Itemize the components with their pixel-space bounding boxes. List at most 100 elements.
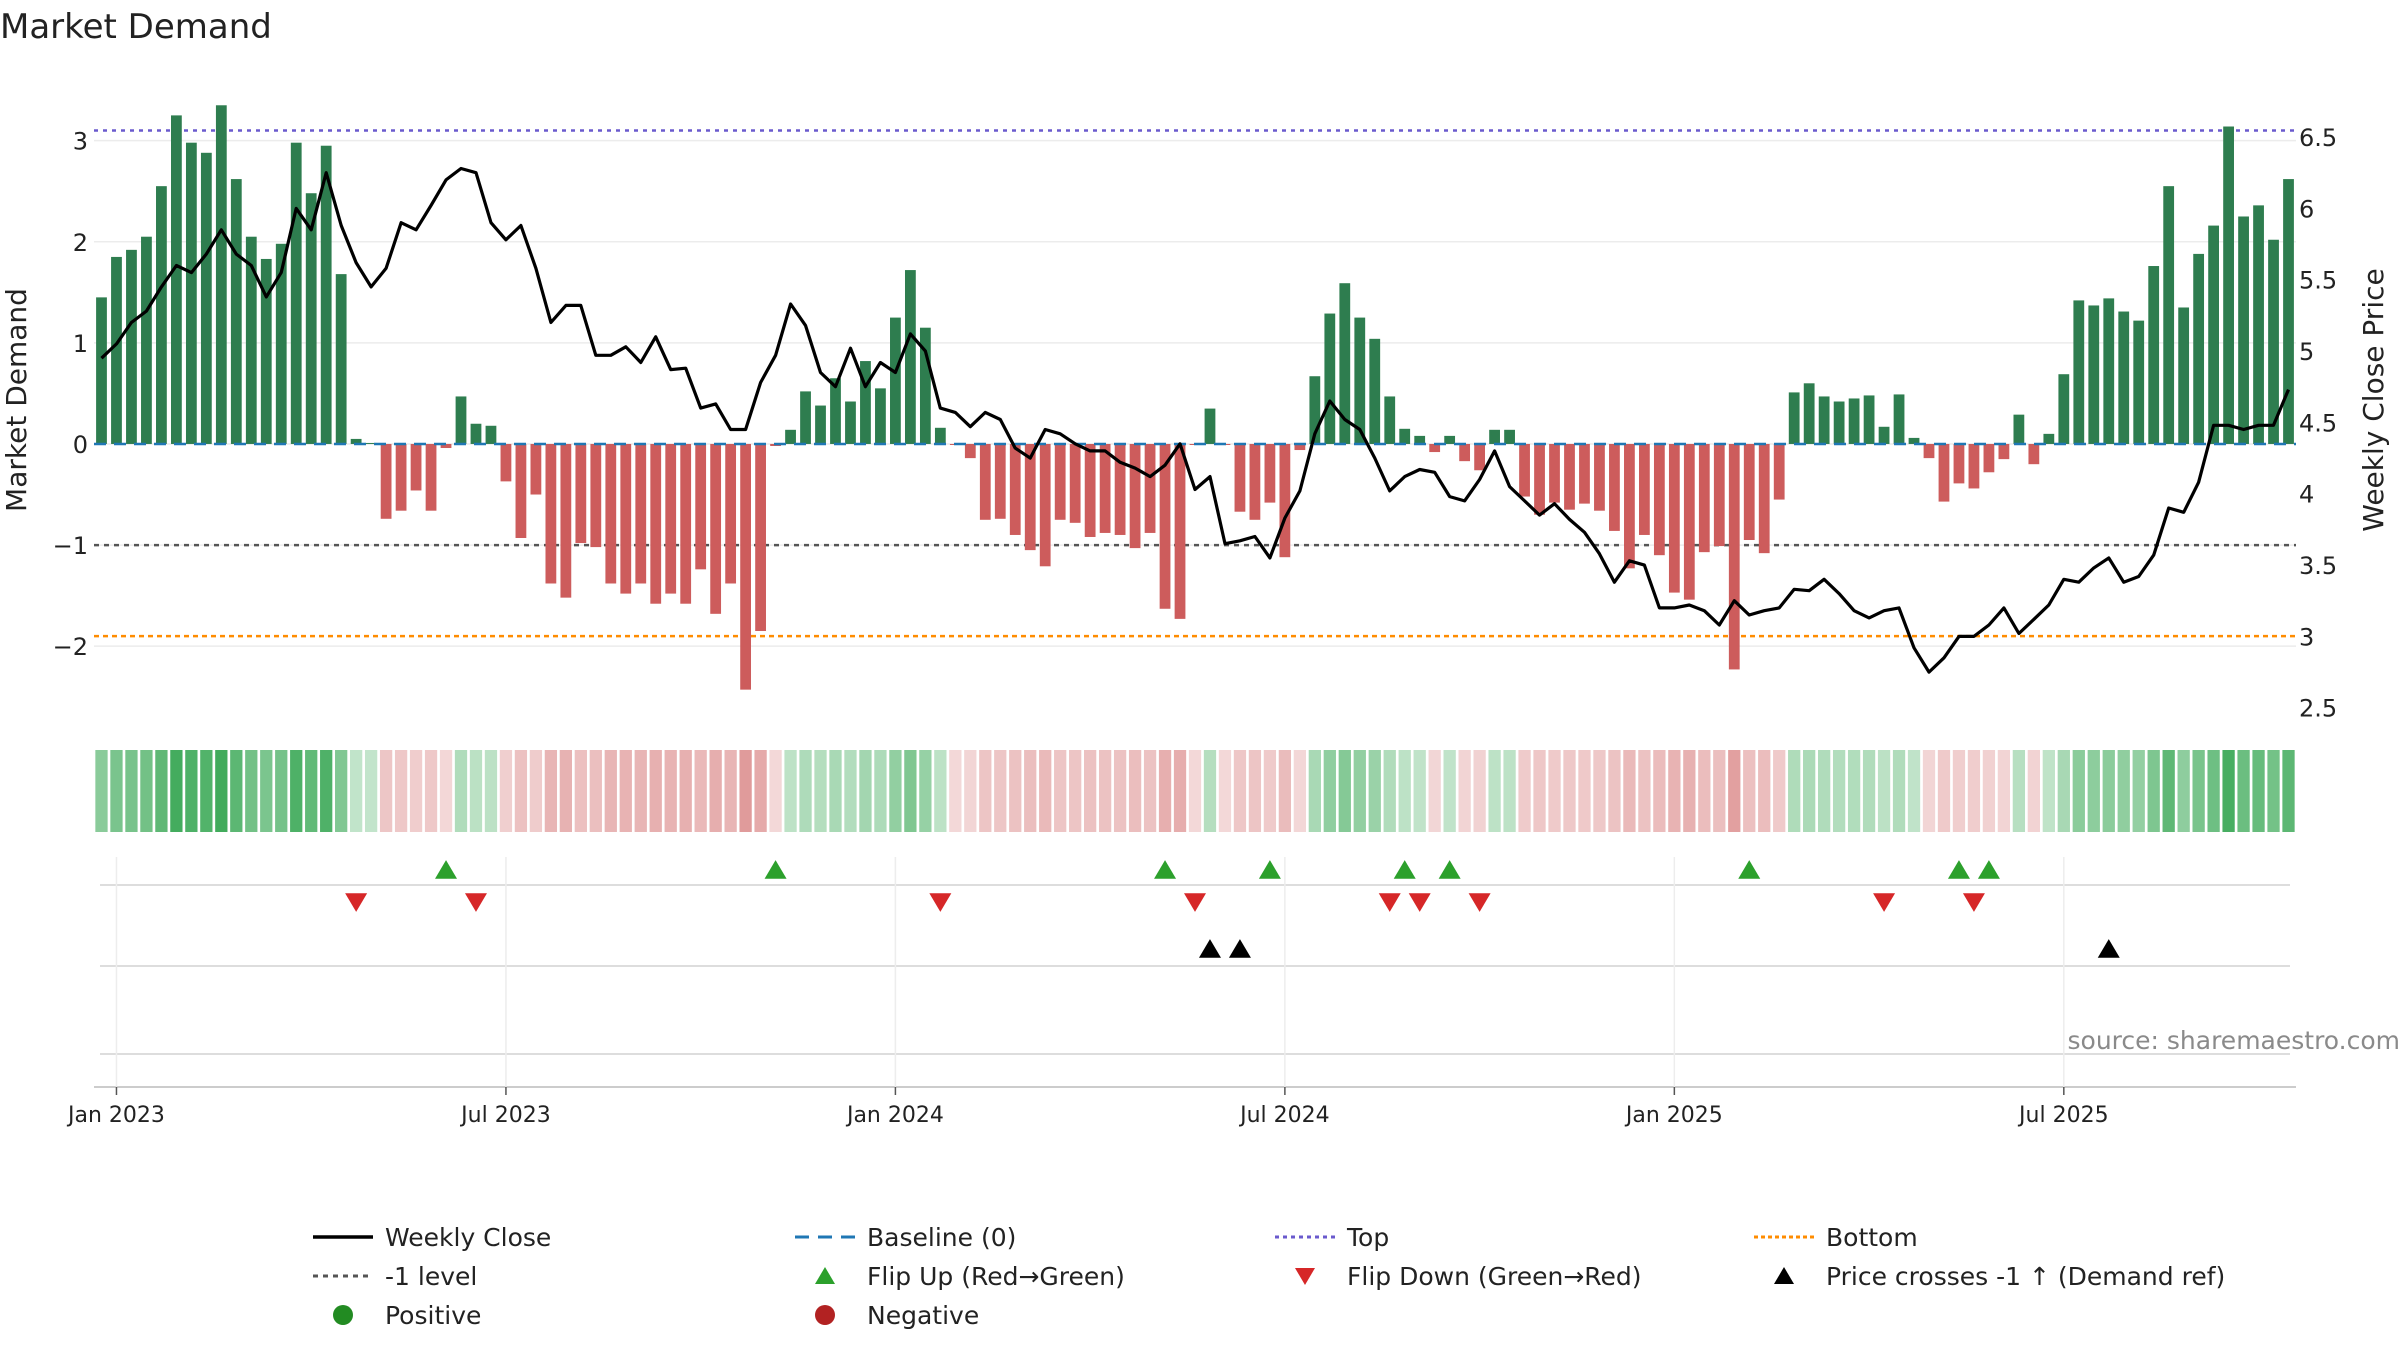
heat-cell — [1143, 750, 1157, 832]
heat-cell — [2237, 750, 2250, 832]
heat-cell — [979, 750, 992, 832]
heat-cell — [2162, 750, 2175, 832]
demand-bar — [575, 443, 587, 544]
heat-cell — [964, 750, 977, 832]
demand-bar — [1638, 443, 1650, 535]
heat-cell — [364, 750, 378, 832]
legend-label: Flip Down (Green→Red) — [1347, 1262, 1642, 1291]
heat-cell — [1383, 750, 1396, 832]
demand-bar — [2133, 320, 2145, 444]
x-tick-label: Jul 2025 — [2017, 1103, 2109, 1128]
heat-cell — [919, 750, 932, 832]
heat-cell — [1533, 750, 1546, 832]
demand-bar — [904, 270, 916, 444]
demand-bar — [305, 193, 317, 444]
demand-bar — [605, 443, 617, 584]
heat-cell — [454, 750, 468, 832]
heat-cell — [1188, 750, 1202, 832]
heat-cell — [799, 750, 812, 832]
heat-cell — [604, 750, 617, 832]
flip-down-marker — [464, 893, 487, 912]
right-y-tick-label: 6.5 — [2299, 124, 2337, 152]
weekly-close-line — [100, 166, 2290, 674]
heat-cell — [529, 750, 543, 832]
demand-bar — [1534, 443, 1545, 515]
flip-down-marker — [1184, 893, 1206, 912]
source-credit: source: sharemaestro.com — [2068, 1026, 2400, 1055]
demand-bar — [2088, 305, 2100, 444]
demand-bar — [1938, 443, 1950, 502]
heat-cell — [394, 750, 408, 832]
heat-cell — [769, 750, 782, 832]
demand-bar — [2073, 300, 2085, 444]
demand-bar — [1833, 401, 1845, 444]
heat-cell — [1818, 750, 1831, 832]
demand-bar — [335, 274, 347, 444]
demand-bar — [1489, 429, 1500, 444]
demand-bar — [1174, 443, 1186, 619]
legend-symbol — [1774, 1267, 1794, 1284]
demand-bar — [2163, 186, 2175, 444]
heat-cell — [1653, 750, 1666, 832]
heat-cell — [1233, 750, 1247, 832]
demand-bar — [560, 443, 572, 598]
demand-bar — [1504, 429, 1515, 444]
right-y-tick-label: 4 — [2299, 481, 2314, 509]
heat-cell — [1503, 750, 1516, 832]
heat-cell — [784, 750, 797, 832]
right-y-tick-label: 6 — [2299, 195, 2314, 223]
demand-bar — [485, 425, 497, 444]
demand-bar — [1848, 398, 1860, 444]
demand-bar — [979, 443, 991, 520]
demand-bar — [1474, 443, 1486, 471]
legend-symbol — [1295, 1268, 1315, 1285]
demand-bar — [1668, 443, 1680, 593]
demand-bar — [1698, 443, 1710, 553]
flip-up-marker — [1947, 860, 1970, 879]
legend-symbol — [333, 1305, 353, 1325]
demand-bar — [1564, 443, 1575, 510]
demand-bar — [1818, 396, 1830, 444]
heat-cell — [1069, 750, 1082, 832]
heat-cell — [994, 750, 1007, 832]
heat-cell — [1098, 750, 1112, 832]
demand-bar — [1998, 443, 2010, 460]
heat-cell — [859, 750, 872, 832]
demand-bar — [1414, 435, 1426, 444]
heat-cell — [1803, 750, 1816, 832]
heat-cell — [2147, 750, 2160, 832]
demand-bar — [934, 427, 946, 444]
chart-title: Market Demand — [0, 7, 272, 47]
demand-bar — [1204, 408, 1216, 444]
demand-bar — [1788, 392, 1800, 444]
demand-bar — [425, 443, 437, 511]
heat-cell — [1788, 750, 1801, 832]
heat-cell — [230, 750, 243, 832]
heat-cell — [1084, 750, 1097, 832]
demand-bar — [635, 443, 647, 584]
demand-bar — [2103, 298, 2115, 444]
demand-bar — [755, 443, 766, 632]
demand-bar — [1653, 443, 1665, 556]
heat-cell — [664, 750, 677, 832]
signal-markers — [100, 860, 2290, 1055]
heat-cell — [320, 750, 333, 832]
right-y-tick-label: 5 — [2299, 338, 2314, 366]
x-tick-label: Jul 2024 — [1238, 1103, 1330, 1128]
heat-cell — [544, 750, 558, 832]
heat-cell — [1997, 750, 2011, 832]
demand-bar — [665, 443, 677, 594]
demand-bar — [1624, 443, 1635, 569]
demand-bar — [365, 442, 377, 444]
heat-cell — [2132, 750, 2145, 832]
heat-cell — [1128, 750, 1142, 832]
demand-bar — [1279, 443, 1291, 558]
demand-bar — [2268, 239, 2279, 444]
heat-cell — [1847, 750, 1861, 832]
demand-bar — [830, 378, 841, 444]
heat-cell — [260, 750, 273, 832]
demand-bar — [1893, 394, 1905, 444]
demand-bar — [2238, 216, 2249, 444]
heat-cell — [424, 750, 438, 832]
demand-bar — [1953, 443, 1965, 484]
